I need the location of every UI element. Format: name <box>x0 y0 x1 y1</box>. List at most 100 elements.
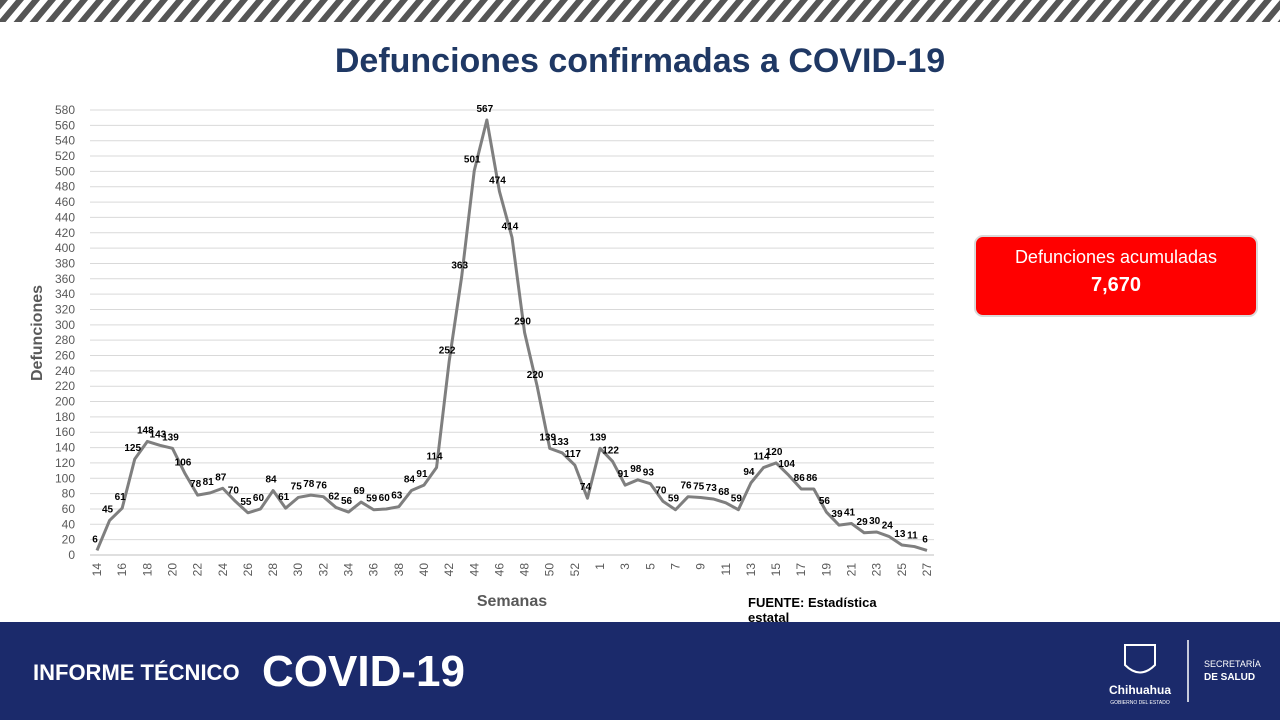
data-label: 87 <box>215 472 227 483</box>
data-label: 290 <box>514 317 531 328</box>
data-label: 6 <box>922 534 928 545</box>
data-label: 30 <box>869 516 881 527</box>
data-label: 74 <box>580 482 592 493</box>
x-axis-label: Semanas <box>477 593 547 610</box>
y-tick-label: 500 <box>55 164 75 178</box>
x-tick-label: 11 <box>719 563 733 576</box>
data-label: 104 <box>778 459 795 470</box>
x-tick-label: 23 <box>870 563 884 577</box>
dept-1: SECRETARÍA <box>1204 659 1261 669</box>
x-tick-label: 40 <box>417 563 431 577</box>
data-label: 76 <box>316 481 328 492</box>
y-axis-label: Defunciones <box>29 285 46 381</box>
y-tick-label: 220 <box>55 379 75 393</box>
x-tick-label: 38 <box>392 563 406 577</box>
source-box: FUENTE: Estadística estatal <box>748 595 877 625</box>
top-stripe <box>0 0 1280 22</box>
source: FUENTE: Estadística estatal <box>748 595 877 625</box>
data-label: 133 <box>552 437 569 448</box>
data-label: 120 <box>766 447 783 458</box>
data-label: 114 <box>753 452 770 463</box>
data-label: 94 <box>743 467 755 478</box>
data-label: 73 <box>706 483 718 494</box>
data-label: 474 <box>489 175 506 186</box>
y-tick-label: 280 <box>55 333 75 347</box>
data-label: 414 <box>502 221 519 232</box>
y-tick-label: 580 <box>55 103 75 117</box>
x-tick-label: 22 <box>191 563 205 577</box>
x-tick-label: 17 <box>794 563 808 577</box>
footer-right: COVID-19 <box>262 647 465 696</box>
data-label: 61 <box>115 492 127 503</box>
y-tick-label: 100 <box>55 471 75 485</box>
x-tick-label: 5 <box>643 563 657 570</box>
data-label: 139 <box>590 432 607 443</box>
data-label: 11 <box>907 531 918 542</box>
data-label: 84 <box>404 475 416 486</box>
y-tick-label: 40 <box>62 517 76 531</box>
data-label: 86 <box>806 473 818 484</box>
summary-box <box>974 235 1258 317</box>
x-tick-label: 18 <box>140 563 154 577</box>
y-tick-label: 480 <box>55 180 75 194</box>
y-tick-label: 0 <box>68 548 75 562</box>
y-tick-label: 460 <box>55 195 75 209</box>
data-label: 56 <box>819 496 831 507</box>
data-label: 75 <box>291 481 303 492</box>
data-label: 117 <box>565 449 582 460</box>
footer-bar <box>0 622 1280 720</box>
y-tick-label: 300 <box>55 318 75 332</box>
x-tick-label: 48 <box>518 563 532 577</box>
data-label: 148 <box>137 425 154 436</box>
data-label: 63 <box>391 491 403 502</box>
y-tick-label: 420 <box>55 226 75 240</box>
y-tick-label: 340 <box>55 287 75 301</box>
x-tick-label: 44 <box>467 563 481 577</box>
data-label: 59 <box>668 494 680 505</box>
dept-2: DE SALUD <box>1204 672 1255 683</box>
data-label: 69 <box>354 486 366 497</box>
y-tick-label: 200 <box>55 395 75 409</box>
data-label: 70 <box>655 485 667 496</box>
data-label: 45 <box>102 504 114 515</box>
data-label: 81 <box>203 477 215 488</box>
y-tick-label: 320 <box>55 302 75 316</box>
data-label: 114 <box>426 452 443 463</box>
y-tick-label: 520 <box>55 149 75 163</box>
y-tick-label: 260 <box>55 349 75 363</box>
y-tick-label: 360 <box>55 272 75 286</box>
x-tick-label: 13 <box>744 563 758 577</box>
data-label: 6 <box>92 534 98 545</box>
data-label: 98 <box>630 464 642 475</box>
y-tick-label: 240 <box>55 364 75 378</box>
y-tick-label: 80 <box>62 487 76 501</box>
x-tick-label: 28 <box>266 563 280 577</box>
x-tick-label: 32 <box>316 563 330 577</box>
data-label: 567 <box>477 104 494 115</box>
data-label: 93 <box>643 468 655 479</box>
x-tick-label: 42 <box>442 563 456 577</box>
x-tick-label: 50 <box>543 563 557 577</box>
x-tick-label: 20 <box>165 563 179 577</box>
data-label: 62 <box>328 491 340 502</box>
x-tick-label: 7 <box>668 563 682 570</box>
y-tick-label: 380 <box>55 256 75 270</box>
data-label: 68 <box>718 487 730 498</box>
data-label: 56 <box>341 496 353 507</box>
data-label: 143 <box>150 429 167 440</box>
chart-title: Defunciones confirmadas a COVID-19 <box>335 42 945 80</box>
x-tick-label: 52 <box>568 563 582 577</box>
data-label: 59 <box>731 494 743 505</box>
y-tick-label: 560 <box>55 118 75 132</box>
x-tick-label: 14 <box>90 563 104 577</box>
data-label: 41 <box>844 508 856 519</box>
x-tick-label: 26 <box>241 563 255 577</box>
state-logo <box>1124 644 1156 674</box>
data-label: 106 <box>175 458 192 469</box>
x-tick-label: 36 <box>367 563 381 577</box>
y-tick-label: 160 <box>55 425 75 439</box>
x-tick-label: 27 <box>920 563 934 577</box>
x-tick-label: 1 <box>593 563 607 570</box>
y-tick-label: 20 <box>62 533 76 547</box>
